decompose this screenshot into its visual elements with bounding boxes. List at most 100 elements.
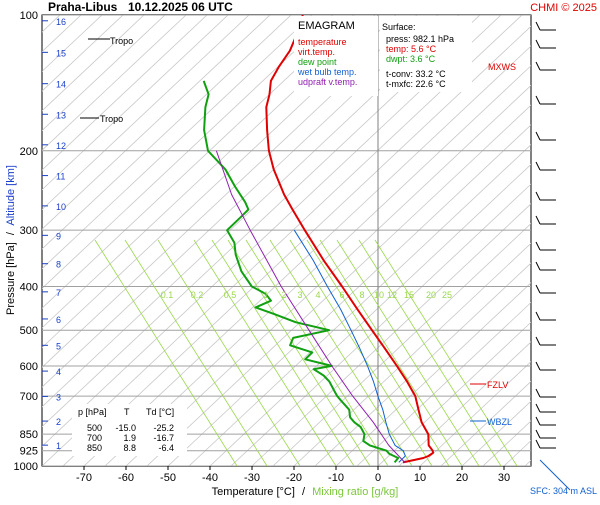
surface-dwpt: dwpt: 3.6 °C — [386, 54, 436, 64]
mixing-ratio-label: 0.1 — [161, 290, 174, 300]
mixing-ratio-label: 20 — [426, 290, 436, 300]
adiabat-line — [209, 163, 531, 466]
legend-updraft: udpraft v.temp. — [298, 77, 357, 87]
altitude-tick-label: 16 — [56, 17, 66, 27]
table-cell: -16.7 — [153, 433, 174, 443]
table-cell: -25.2 — [153, 423, 174, 433]
adiabat-line — [104, 65, 531, 466]
table-header-t: T — [124, 407, 130, 417]
surface-temp: temp: 5.6 °C — [386, 44, 437, 54]
mixing-ratio-label: 4 — [315, 290, 320, 300]
mixing-ratio-label: 15 — [404, 290, 414, 300]
mixing-ratio-line — [124, 239, 268, 466]
station-name: Praha-Libus — [48, 0, 118, 14]
mixing-ratio-label: 25 — [442, 290, 452, 300]
adiabat-line — [83, 45, 531, 466]
x-axis-title-temp: Temperature [°C] — [212, 486, 295, 498]
surface-tconv: t-conv: 33.2 °C — [386, 69, 446, 79]
legend-dew-point: dew point — [298, 57, 337, 67]
altitude-tick-label: 13 — [56, 110, 66, 120]
adiabat-line — [167, 124, 531, 466]
adiabat-line — [588, 15, 600, 466]
y-axis-title-pressure: Pressure [hPa] — [5, 242, 17, 315]
mixing-ratio-line — [245, 239, 389, 466]
table-cell: -6.4 — [158, 443, 174, 453]
adiabat-line — [42, 15, 250, 211]
y-axis-title-altitude: Altitude [km] — [5, 165, 17, 226]
pressure-tick-label: 400 — [20, 282, 38, 294]
pressure-tick-label: 1000 — [14, 461, 38, 473]
adiabat-line — [146, 104, 531, 466]
pressure-tick-label: 600 — [20, 361, 38, 373]
mixing-ratio-label: 1 — [263, 290, 268, 300]
adiabat-line — [42, 15, 313, 270]
wind-barb-flag — [535, 215, 541, 225]
table-cell: 850 — [87, 443, 102, 453]
altitude-tick-label: 14 — [56, 80, 66, 90]
temperature-tick-label: -50 — [160, 472, 176, 484]
mixing-ratio-line — [336, 239, 480, 466]
mixing-ratio-line — [269, 239, 413, 466]
adiabat-line — [356, 301, 531, 466]
mixing-ratio-line — [157, 239, 301, 466]
pressure-tick-label: 200 — [20, 146, 38, 158]
mixing-ratio-label: 8 — [359, 290, 364, 300]
mixing-ratio-line — [319, 239, 463, 466]
adiabat-line — [42, 15, 271, 230]
tropo-label-lower: Tropo — [100, 114, 123, 124]
table-cell: 500 — [87, 423, 102, 433]
adiabat-line — [125, 84, 531, 466]
adiabat-line — [42, 15, 229, 191]
table-cell: 1.9 — [123, 433, 136, 443]
adiabat-line — [42, 15, 187, 151]
mixing-ratio-line — [289, 239, 433, 466]
mixing-ratio-line — [227, 239, 371, 466]
wind-barb-flag — [535, 284, 541, 294]
temperature-tick-label: 0 — [375, 472, 381, 484]
altitude-tick-label: 15 — [56, 48, 66, 58]
adiabat-line — [42, 15, 292, 250]
legend-temperature: temperature — [298, 37, 347, 47]
mixing-ratio-labels: 0.1 0.2 0.5 1 2 3 4 6 8 10 12 15 20 25 — [161, 290, 452, 300]
y-axis-title: Pressure [hPa] / Altitude [km] — [5, 165, 17, 315]
surface-press: press: 982.1 hPa — [386, 34, 454, 44]
adiabat-line — [398, 341, 531, 466]
surface-title: Surface: — [382, 22, 416, 32]
series-line-temperature — [265, 15, 435, 464]
adiabat-line — [314, 262, 531, 466]
table-cell: 8.8 — [123, 443, 136, 453]
altitude-tick-label: 1 — [56, 441, 61, 451]
wind-barb-flag — [535, 61, 541, 71]
wind-barb-flag — [535, 429, 541, 439]
x-axis-title-mix: Mixing ratio [g/kg] — [312, 486, 398, 498]
grid-lines — [42, 15, 600, 466]
altitude-tick-label: 2 — [56, 417, 61, 427]
adiabat-line — [42, 15, 355, 309]
wind-barbs — [535, 21, 571, 491]
pressure-tick-label: 500 — [20, 325, 38, 337]
legend-box — [294, 16, 378, 96]
legend-virt-temp: virt.temp. — [298, 47, 335, 57]
fzlv-label: FZLV — [487, 380, 508, 390]
surface-box — [380, 16, 472, 92]
altitude-tick-label: 3 — [56, 392, 61, 402]
adiabat-line — [293, 242, 531, 466]
adiabat-line — [546, 15, 600, 466]
wind-barb-flag — [535, 439, 541, 449]
x-axis-title-sep: / — [302, 486, 306, 498]
adiabat-line — [188, 144, 531, 466]
surface-tmxfc: t-mxfc: 22.6 °C — [386, 79, 446, 89]
series-line-wet-bulb-temp — [293, 229, 406, 463]
altitude-tick-label: 4 — [56, 367, 61, 377]
wind-barb-flag — [535, 131, 541, 141]
altitude-tick-label: 5 — [56, 341, 61, 351]
temperature-tick-label: -10 — [328, 472, 344, 484]
y-axis-title-sep: / — [5, 231, 17, 235]
pressure-tick-label: 300 — [20, 225, 38, 237]
adiabat-line — [42, 15, 460, 408]
mxws-label: MXWS — [488, 62, 516, 72]
wbzl-label: WBZL — [487, 417, 512, 427]
wind-barb-flag — [535, 241, 541, 251]
adiabat-line — [42, 15, 334, 289]
